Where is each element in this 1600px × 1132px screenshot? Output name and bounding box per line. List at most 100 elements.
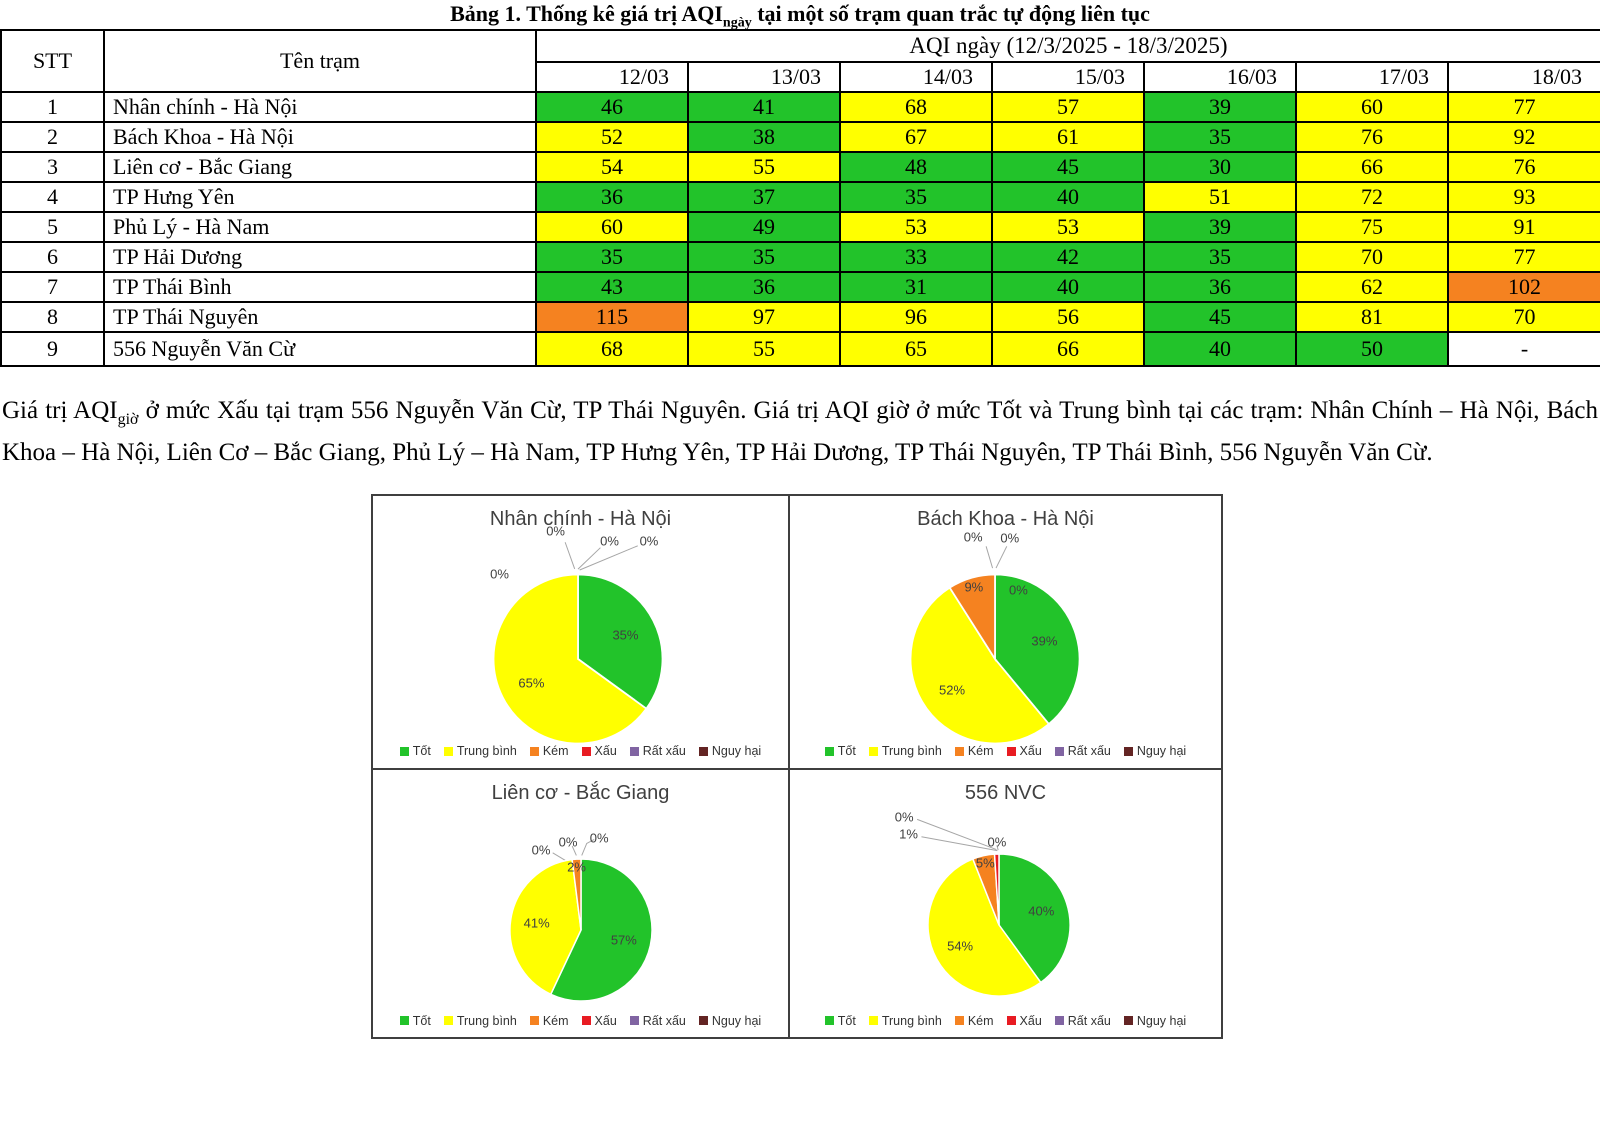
aqi-value-cell: 81 bbox=[1295, 301, 1449, 333]
chart-quadrant-2: Bách Khoa - Hà Nội 39% 52% 9% 0% 0% 0% Tốt Trung… bbox=[790, 496, 1221, 770]
pie-data-label: 35% bbox=[612, 627, 639, 643]
legend-label: Xấu bbox=[594, 1013, 617, 1028]
table-row: 1 Nhân chính - Hà Nội 46 41 68 57 39 60 77 bbox=[0, 91, 1600, 123]
legend-label: Kém bbox=[542, 1013, 569, 1028]
col-header-date: 12/03 bbox=[535, 61, 689, 93]
pie-chart: 35% 65% bbox=[490, 571, 666, 747]
aqi-value-cell: 51 bbox=[1143, 181, 1297, 213]
aqi-value-cell: 48 bbox=[839, 151, 993, 183]
col-header-date: 17/03 bbox=[1295, 61, 1449, 93]
legend-label: Nguy hại bbox=[711, 744, 762, 759]
stt-cell: 8 bbox=[0, 301, 105, 333]
note-text: Giá trị AQI bbox=[2, 397, 118, 424]
chart-title: Liên cơ - Bắc Giang bbox=[491, 782, 670, 804]
legend-swatch-icon bbox=[399, 746, 409, 756]
legend-swatch-icon bbox=[399, 1016, 409, 1026]
legend-label: Kém bbox=[542, 744, 569, 759]
aqi-value-cell: 53 bbox=[839, 211, 993, 243]
legend-label: Nguy hại bbox=[1136, 744, 1187, 759]
col-header-date: 14/03 bbox=[839, 61, 993, 93]
legend-item: Xấu bbox=[581, 1013, 617, 1028]
table-row: 7 TP Thái Bình 43 36 31 40 36 62 102 bbox=[0, 271, 1600, 303]
aqi-value-cell: 76 bbox=[1447, 151, 1600, 183]
pie-slice-1 bbox=[577, 573, 664, 711]
pie-slice-2 bbox=[493, 573, 649, 745]
legend-swatch-icon bbox=[1054, 746, 1064, 756]
legend-swatch-icon bbox=[1006, 746, 1016, 756]
aqi-value-cell: 37 bbox=[687, 181, 841, 213]
legend-item: Nguy hại bbox=[1123, 744, 1187, 759]
chart-title: Bách Khoa - Hà Nội bbox=[917, 508, 1094, 531]
legend-swatch-icon bbox=[1123, 1016, 1133, 1026]
pie-slice-1 bbox=[993, 573, 1081, 726]
aqi-value-cell: 93 bbox=[1447, 181, 1600, 213]
aqi-value-cell: 72 bbox=[1295, 181, 1449, 213]
table-title: Bảng 1. Thống kê giá trị AQIngày tại một… bbox=[0, 0, 1600, 31]
pie-data-label-outside: 0% bbox=[1000, 530, 1020, 546]
station-cell: Phủ Lý - Hà Nam bbox=[103, 211, 537, 243]
chart-legend: Tốt Trung bình Kém Xấu Rất xấu Nguy hại bbox=[373, 1014, 788, 1028]
pie-data-label: 54% bbox=[947, 938, 974, 954]
legend-swatch-icon bbox=[868, 746, 878, 756]
aqi-value-cell: 75 bbox=[1295, 211, 1449, 243]
pie-chart: 39% 52% 9% bbox=[907, 571, 1083, 747]
legend-label: Nguy hại bbox=[1136, 1013, 1187, 1028]
legend-swatch-icon bbox=[1006, 1016, 1016, 1026]
legend-label: Tốt bbox=[412, 1013, 431, 1028]
legend-item: Trung bình bbox=[443, 744, 517, 758]
chart-legend: Tốt Trung bình Kém Xấu Rất xấu Nguy hại bbox=[790, 744, 1221, 758]
legend-swatch-icon bbox=[443, 746, 453, 756]
legend-item: Xấu bbox=[1006, 744, 1042, 759]
station-cell: TP Hải Dương bbox=[103, 241, 537, 273]
legend-item: Tốt bbox=[824, 1013, 856, 1028]
stt-cell: 2 bbox=[0, 121, 105, 153]
aqi-value-cell: 68 bbox=[839, 91, 993, 123]
pie-data-label: 65% bbox=[518, 675, 545, 691]
pie-slice-4 bbox=[993, 853, 1000, 925]
stt-cell: 1 bbox=[0, 91, 105, 123]
legend-label: Rất xấu bbox=[1067, 1013, 1111, 1028]
note-text-2: ở mức Xấu tại trạm 556 Nguyễn Văn Cừ, TP… bbox=[2, 397, 1598, 466]
legend-item: Trung bình bbox=[443, 1014, 517, 1028]
table-row: 6 TP Hải Dương 35 35 33 42 35 70 77 bbox=[0, 241, 1600, 273]
chart-title: 556 NVC bbox=[964, 782, 1047, 804]
legend-label: Nguy hại bbox=[711, 1013, 762, 1028]
pie-slice-3 bbox=[948, 573, 996, 663]
aqi-value-cell: 97 bbox=[687, 301, 841, 333]
table-title-text: Bảng 1. Thống kê giá trị AQI bbox=[450, 1, 723, 26]
legend-item: Rất xấu bbox=[629, 1014, 686, 1028]
legend-swatch-icon bbox=[824, 746, 834, 756]
stt-cell: 6 bbox=[0, 241, 105, 273]
aqi-value-cell: 53 bbox=[991, 211, 1145, 243]
table-row: 9 556 Nguyễn Văn Cừ 68 55 65 66 40 50- bbox=[0, 331, 1600, 367]
legend-label: Tốt bbox=[837, 1013, 856, 1028]
pie-data-label: 5% bbox=[975, 855, 995, 871]
pie-data-label-outside: 0% bbox=[531, 842, 551, 858]
table-title-text-2: tại một số trạm quan trắc tự động liên t… bbox=[751, 1, 1150, 26]
pie-data-label-outside: 0% bbox=[589, 830, 609, 846]
aqi-value-cell: 54 bbox=[535, 151, 689, 183]
aqi-value-cell: 57 bbox=[991, 91, 1145, 123]
aqi-value-cell: 115 bbox=[535, 301, 689, 333]
pie-slice-3 bbox=[570, 858, 582, 931]
pie-slice-1 bbox=[998, 853, 1071, 984]
legend-swatch-icon bbox=[529, 1016, 539, 1026]
aqi-value-cell: 45 bbox=[1143, 301, 1297, 333]
chart-panel: Nhân chính - Hà Nội 35% 65% 0% 0% 0% 0% Tốt Trun… bbox=[371, 494, 1223, 1039]
aqi-value-cell: 60 bbox=[1295, 91, 1449, 123]
aqi-value-cell: 70 bbox=[1447, 301, 1600, 333]
pie-data-label: 2% bbox=[567, 859, 586, 875]
pie-data-label-outside: 0% bbox=[963, 529, 983, 545]
legend-swatch-icon bbox=[581, 1016, 591, 1026]
station-cell: TP Hưng Yên bbox=[103, 181, 537, 213]
note-paragraph: Giá trị AQIgiờ ở mức Xấu tại trạm 556 Ng… bbox=[0, 392, 1600, 469]
stt-cell: 5 bbox=[0, 211, 105, 243]
legend-label: Xấu bbox=[1019, 744, 1042, 759]
station-cell: Nhân chính - Hà Nội bbox=[103, 91, 537, 123]
table-title-subscript: ngày bbox=[722, 15, 752, 31]
legend-swatch-icon bbox=[629, 746, 639, 756]
legend-swatch-icon bbox=[529, 746, 539, 756]
aqi-value-cell: 91 bbox=[1447, 211, 1600, 243]
legend-item: Rất xấu bbox=[629, 744, 686, 758]
pie-data-label: 9% bbox=[964, 579, 984, 595]
